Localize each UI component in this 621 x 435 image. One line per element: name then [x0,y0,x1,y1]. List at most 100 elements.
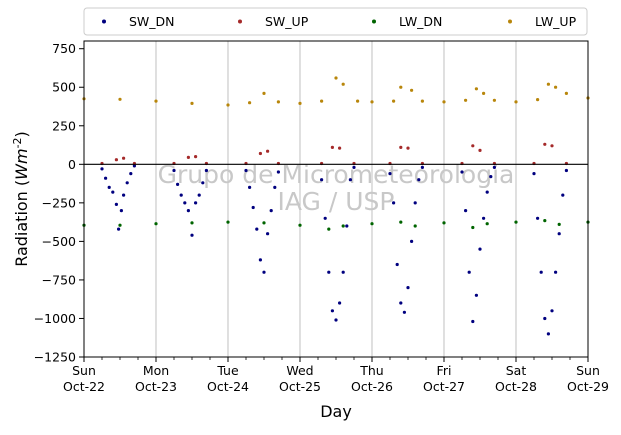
data-point [276,170,280,174]
data-point [420,165,424,169]
data-point [327,270,331,274]
y-axis-title-unit: Wm [12,148,31,179]
data-point [248,101,252,105]
data-point [557,222,561,226]
data-point [546,82,551,86]
data-point [118,223,122,227]
data-point [251,205,255,210]
x-axis-title: Day [320,402,352,421]
series-lw-up [82,76,590,107]
legend-label-lw-up: LW_UP [535,14,577,29]
data-point [464,209,468,213]
data-point [100,167,104,171]
data-point [194,155,198,159]
data-point [114,202,118,206]
data-point [334,76,338,80]
data-point [399,301,403,305]
x-tick-label-date: Oct-22 [63,379,105,394]
data-point [464,98,468,102]
x-tick-label-date: Oct-24 [207,379,249,394]
data-point [395,262,399,267]
data-point [190,101,194,105]
data-point [201,181,205,185]
data-point [406,286,410,290]
data-point [341,270,345,274]
data-point [399,85,403,89]
data-point [482,216,486,220]
data-point [323,216,327,220]
data-point [392,201,396,205]
data-point [478,247,482,251]
series-lw-dn [82,219,590,231]
data-point [536,216,540,220]
x-tick-label-date: Oct-28 [495,379,537,394]
data-point [172,168,176,173]
data-point [255,227,259,231]
data-point [262,221,266,225]
data-point [111,190,115,194]
data-point [154,222,158,226]
data-point [413,224,417,228]
data-point [492,98,496,102]
data-point [554,85,558,89]
data-point [154,99,158,103]
data-point [129,172,133,176]
data-point [273,185,277,189]
data-point [564,91,569,95]
data-point [258,151,262,156]
data-point [485,190,489,194]
legend-label-sw-up: SW_UP [265,14,309,29]
data-series [82,76,590,336]
x-tick-label-date: Oct-25 [279,379,321,394]
data-point [478,148,482,152]
data-point [190,233,194,237]
vertical-gridlines [155,41,517,357]
data-point [327,227,331,231]
data-point [471,144,475,148]
legend: SW_DN SW_UP LW_DN LW_UP [83,7,588,36]
data-point [114,158,118,162]
data-point [442,100,446,104]
data-point [420,99,424,103]
data-point [320,99,324,103]
data-point [118,97,122,101]
y-tick-label: −1000 [34,311,76,326]
y-tick-label: 500 [52,80,76,95]
data-point [474,87,478,91]
y-axis-title-open: ( [12,180,31,186]
data-point [388,172,392,176]
x-tick-label-day: Sat [506,363,527,378]
data-point [186,155,190,159]
legend-marker-sw-up [238,19,242,24]
data-point [341,82,345,86]
legend-marker-lw-up [508,19,512,24]
data-point [179,193,183,197]
data-point [471,319,475,324]
data-point [122,156,126,160]
x-tick-label-day: Tue [216,363,239,378]
data-point [338,301,342,305]
data-point [413,201,417,205]
data-point [474,293,478,297]
data-point [460,170,464,174]
data-point [410,88,414,92]
data-point [334,318,338,322]
x-tick-label-day: Thu [359,363,383,378]
data-point [489,175,493,179]
x-tick-label-day: Fri [437,363,452,378]
y-axis-ticks: −1250 −1000 −750 −500 −250 0 250 500 750 [34,41,84,365]
data-point [176,182,180,186]
data-point [442,221,446,225]
data-point [266,232,270,236]
data-point [485,222,489,226]
data-point [117,227,121,231]
data-point [546,332,551,336]
series-sw-dn [100,164,569,336]
data-point [402,310,406,314]
data-point [399,145,403,149]
data-point [330,145,334,149]
data-point [132,164,136,168]
data-point [514,100,518,104]
x-tick-label-date: Oct-26 [351,379,393,394]
